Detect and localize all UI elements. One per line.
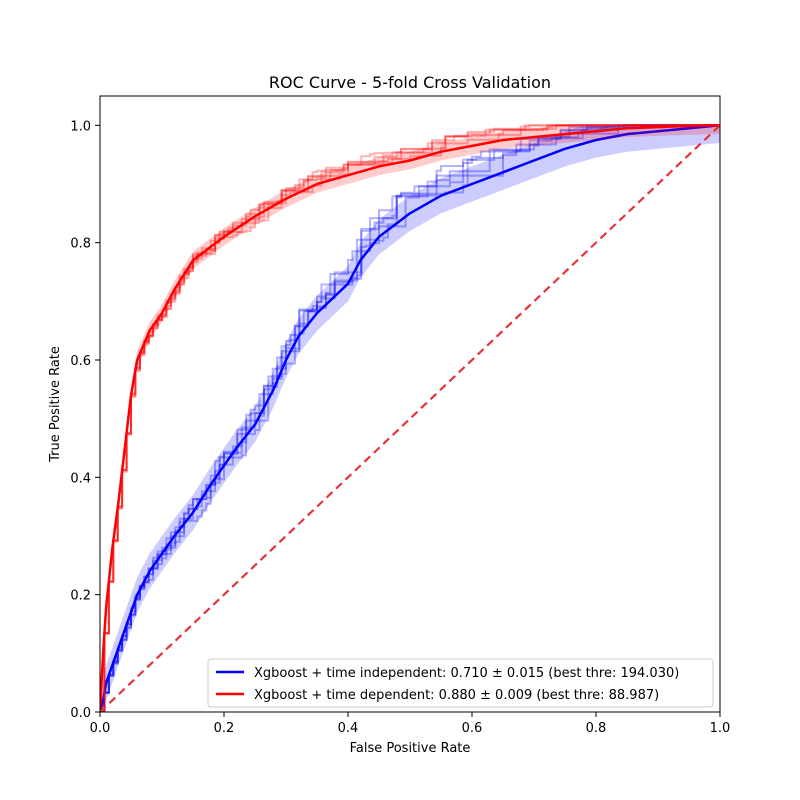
time-independent-fold-4-line bbox=[100, 124, 720, 712]
time-dependent-mean-line bbox=[100, 124, 720, 712]
x-tick-label-5: 1.0 bbox=[710, 721, 731, 736]
x-tick-label-0: 0.0 bbox=[90, 721, 111, 736]
legend-label-time-independent: Xgboost + time independent: 0.710 ± 0.01… bbox=[254, 666, 679, 681]
time-dependent-fold-4-line bbox=[100, 124, 720, 712]
legend: Xgboost + time independent: 0.710 ± 0.01… bbox=[207, 658, 714, 708]
y-tick-label-2: 0.4 bbox=[70, 471, 91, 486]
time-independent-fold-1-line bbox=[100, 124, 720, 712]
time-dependent-fold-2-line bbox=[100, 124, 720, 712]
x-tick-label-1: 0.2 bbox=[214, 721, 235, 736]
time-independent-fold-3-line bbox=[100, 124, 720, 712]
time-dependent-fold-1-line bbox=[100, 124, 720, 712]
x-tick-label-4: 0.8 bbox=[586, 721, 607, 736]
x-tick-label-3: 0.6 bbox=[462, 721, 483, 736]
y-tick-label-1: 0.2 bbox=[70, 589, 91, 604]
y-tick-label-4: 0.8 bbox=[70, 237, 91, 252]
y-tick-label-0: 0.0 bbox=[70, 706, 91, 721]
y-axis-label: True Positive Rate bbox=[48, 346, 63, 463]
time-dependent-fold-5-line bbox=[100, 124, 720, 712]
plot-frame bbox=[99, 95, 721, 713]
x-tick-label-2: 0.4 bbox=[338, 721, 359, 736]
legend-label-time-dependent: Xgboost + time dependent: 0.880 ± 0.009 … bbox=[254, 688, 659, 703]
time-independent-mean-line bbox=[100, 124, 720, 712]
y-tick-label-3: 0.6 bbox=[70, 354, 91, 369]
legend-box bbox=[207, 658, 714, 708]
time-independent-fold-5-line bbox=[100, 124, 720, 712]
time-independent-fold-2-line bbox=[100, 124, 720, 712]
y-tick-label-5: 1.0 bbox=[70, 119, 91, 134]
x-axis-label: False Positive Rate bbox=[350, 741, 471, 756]
chart-title: ROC Curve - 5-fold Cross Validation bbox=[269, 73, 551, 92]
